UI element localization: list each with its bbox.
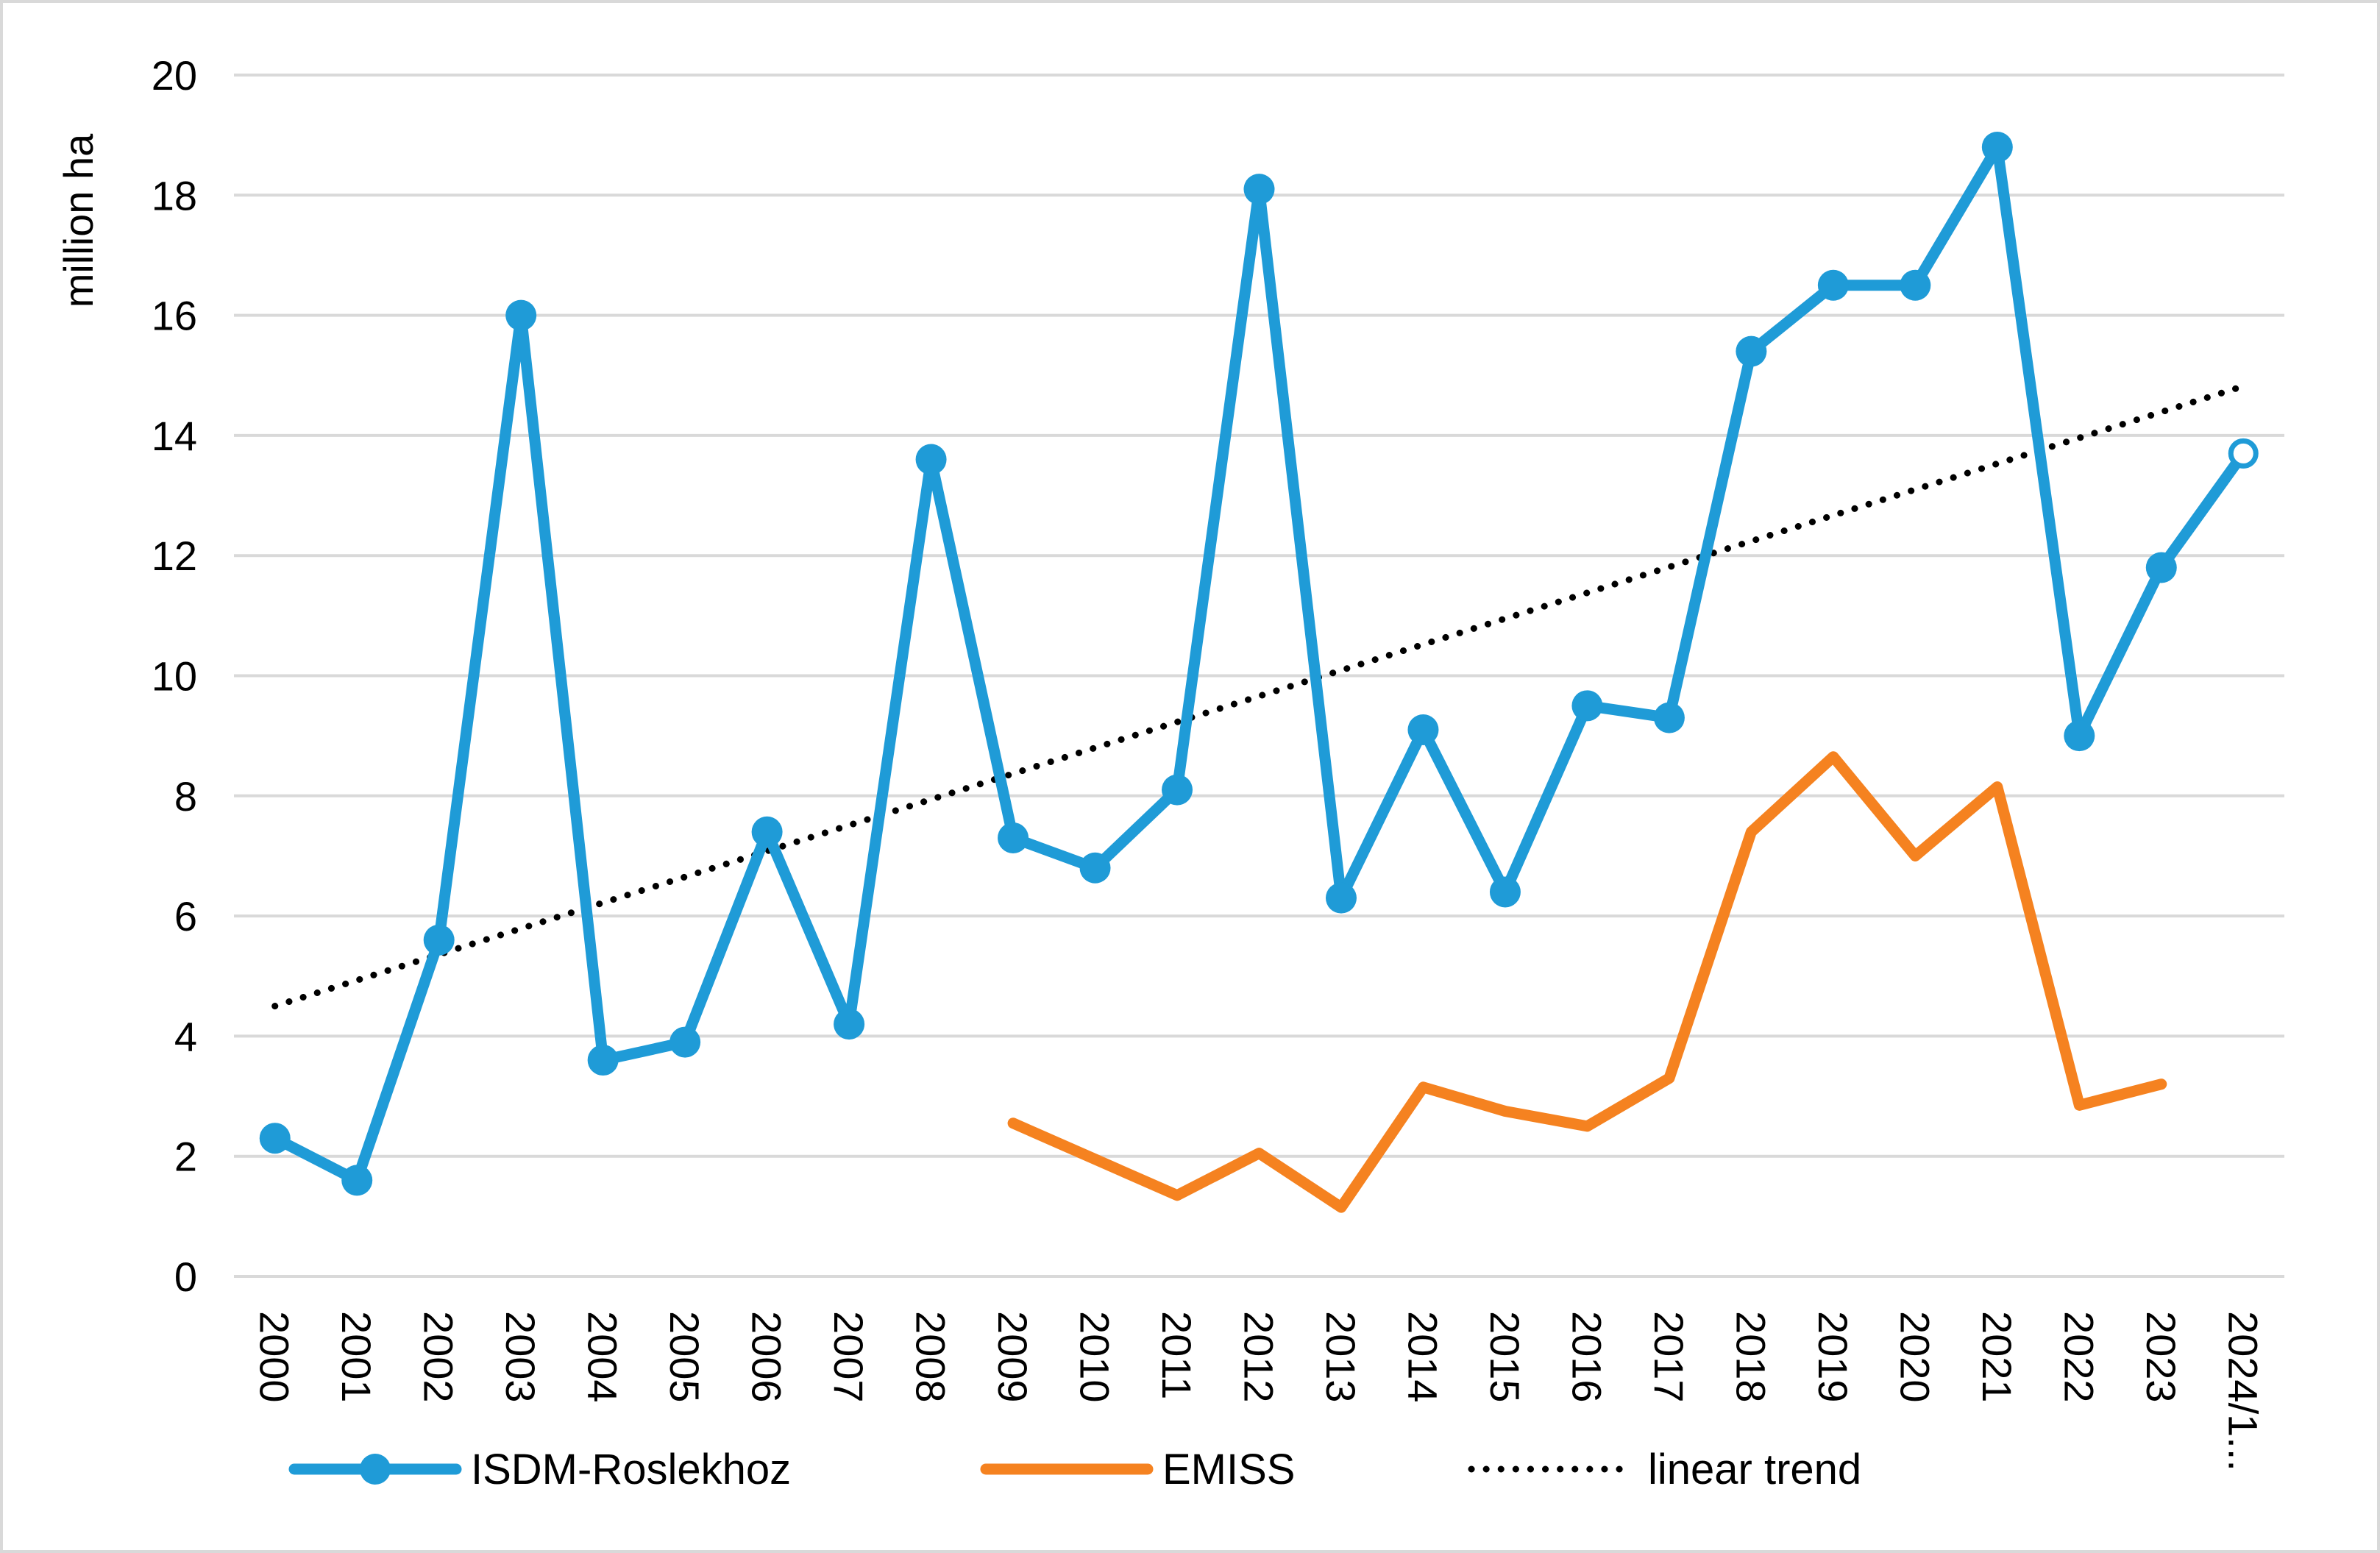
data-point bbox=[259, 1123, 291, 1154]
y-axis-ticks: 0 2 4 6 8 10 12 14 16 18 20 bbox=[152, 52, 197, 1300]
x-tick-label: 2024/1... bbox=[2220, 1311, 2266, 1471]
y-tick-label: 2 bbox=[174, 1134, 197, 1180]
x-tick-label: 2011 bbox=[1154, 1311, 1200, 1399]
data-point bbox=[1079, 852, 1111, 884]
legend-label: ISDM-Roslekhoz bbox=[471, 1446, 791, 1493]
data-point bbox=[1407, 714, 1439, 745]
x-tick-label: 2013 bbox=[1318, 1311, 1364, 1403]
y-tick-label: 12 bbox=[152, 533, 197, 579]
x-tick-label: 2001 bbox=[333, 1311, 380, 1403]
legend-item: EMISS bbox=[980, 1446, 1296, 1493]
data-point bbox=[1981, 131, 2013, 163]
x-tick-label: 2004 bbox=[580, 1311, 626, 1403]
y-tick-label: 18 bbox=[152, 172, 197, 218]
y-tick-label: 8 bbox=[174, 773, 197, 820]
x-tick-label: 2008 bbox=[908, 1311, 954, 1403]
data-point bbox=[751, 816, 783, 847]
x-tick-label: 2023 bbox=[2138, 1311, 2184, 1403]
x-tick-label: 2020 bbox=[1891, 1311, 1938, 1403]
legend-label: linear trend bbox=[1648, 1446, 1861, 1493]
data-point bbox=[2145, 552, 2177, 583]
y-tick-label: 16 bbox=[152, 293, 197, 339]
data-point bbox=[1900, 269, 1931, 301]
y-tick-label: 4 bbox=[174, 1013, 197, 1059]
data-point bbox=[1243, 174, 1275, 205]
x-tick-label: 2012 bbox=[1236, 1311, 1282, 1403]
data-point bbox=[1571, 690, 1603, 722]
x-tick-label: 2022 bbox=[2056, 1311, 2102, 1403]
data-point bbox=[834, 1009, 865, 1040]
series-isdm-roslekhoz bbox=[259, 131, 2259, 1196]
y-tick-label: 14 bbox=[152, 413, 197, 459]
x-tick-label: 2003 bbox=[497, 1311, 544, 1403]
y-tick-label: 10 bbox=[152, 653, 197, 700]
x-axis-ticks: 2000 2001 2002 2003 2004 2005 2006 2007 2008 2009… bbox=[252, 1311, 2267, 1471]
series-emiss bbox=[1007, 751, 2167, 1213]
series-layer bbox=[259, 131, 2259, 1213]
data-point bbox=[915, 444, 947, 475]
y-axis-title: million ha bbox=[55, 133, 102, 308]
x-tick-label: 2002 bbox=[416, 1311, 462, 1403]
legend: ISDM-Roslekhoz EMISS linear trend bbox=[288, 1446, 1861, 1493]
y-tick-label: 6 bbox=[174, 893, 197, 939]
data-point bbox=[505, 299, 537, 331]
legend-item: ISDM-Roslekhoz bbox=[288, 1446, 791, 1493]
x-tick-label: 2014 bbox=[1399, 1311, 1446, 1403]
y-tick-label: 0 bbox=[174, 1254, 197, 1300]
x-tick-label: 2006 bbox=[744, 1311, 790, 1403]
data-point bbox=[423, 924, 455, 956]
data-point-hollow bbox=[2228, 438, 2259, 469]
data-point bbox=[2064, 720, 2095, 752]
x-tick-label: 2007 bbox=[825, 1311, 872, 1403]
legend-item: linear trend bbox=[1468, 1446, 1861, 1493]
series-linear-trend bbox=[271, 383, 2247, 1010]
data-point bbox=[669, 1026, 701, 1058]
data-point bbox=[998, 822, 1029, 853]
data-point bbox=[341, 1165, 373, 1196]
x-tick-label: 2009 bbox=[990, 1311, 1036, 1403]
x-tick-label: 2021 bbox=[1974, 1311, 2020, 1403]
x-tick-label: 2018 bbox=[1727, 1311, 1774, 1403]
data-point bbox=[587, 1045, 619, 1076]
x-tick-label: 2015 bbox=[1482, 1311, 1528, 1403]
x-tick-label: 2019 bbox=[1810, 1311, 1856, 1403]
x-tick-label: 2010 bbox=[1072, 1311, 1118, 1403]
series-line bbox=[271, 383, 2247, 1010]
series-line bbox=[1007, 751, 2167, 1213]
legend-marker bbox=[360, 1454, 391, 1485]
data-point bbox=[1489, 876, 1521, 908]
data-point bbox=[1817, 269, 1849, 301]
y-tick-label: 20 bbox=[152, 52, 197, 99]
data-point bbox=[1325, 882, 1357, 914]
data-point bbox=[1736, 335, 1767, 367]
data-point bbox=[1653, 702, 1685, 733]
x-tick-label: 2005 bbox=[661, 1311, 708, 1403]
x-tick-label: 2017 bbox=[1646, 1311, 1692, 1403]
x-tick-label: 2000 bbox=[252, 1311, 298, 1403]
x-tick-label: 2016 bbox=[1563, 1311, 1610, 1403]
data-point bbox=[1162, 774, 1193, 806]
legend-label: EMISS bbox=[1162, 1446, 1296, 1493]
